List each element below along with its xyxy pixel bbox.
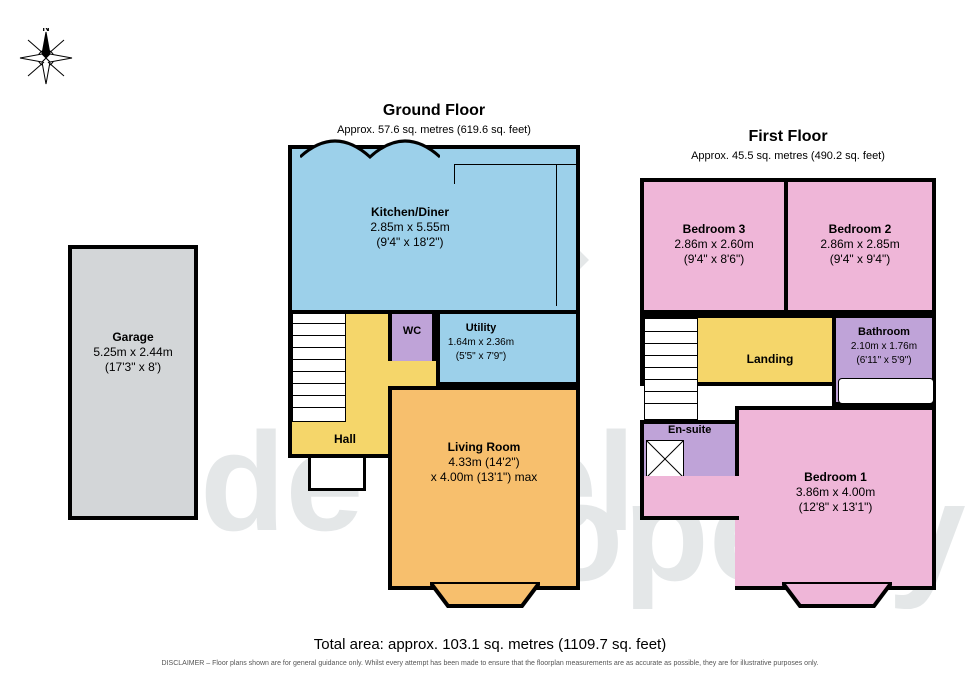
shower-icon [646,440,684,478]
living-bay [430,582,540,612]
disclaimer: DISCLAIMER – Floor plans shown are for g… [0,660,980,667]
kitchen-counter [454,164,576,165]
bathtub-icon [838,378,934,404]
stairs-first [644,318,698,420]
room-kitchen [288,145,580,310]
header-first: First Floor Approx. 45.5 sq. metres (490… [640,128,936,164]
kitchen-counter-right [556,164,557,306]
room-bed2 [784,178,936,314]
room-bed1-nook [640,476,739,520]
room-bed3 [640,178,788,314]
compass-n: N [42,28,49,34]
wall-ff-mid [640,314,936,318]
room-utility [436,310,526,386]
room-garage [68,245,198,520]
header-ground: Ground Floor Approx. 57.6 sq. metres (61… [288,102,580,138]
compass: N [16,28,76,93]
floorplan-canvas: N de Mel Property Ground Floor Approx. 5… [0,0,980,690]
bed1-wall-stub [735,406,739,476]
kitchen-counter-left [454,164,455,184]
front-step [308,458,366,491]
wall-gf-mid [288,310,580,314]
room-bed1 [735,406,936,590]
wall-bed2-bed3 [784,178,788,314]
room-utility-nook [522,310,580,386]
room-wc [388,310,436,365]
bed1-bay [782,582,892,612]
total-area: Total area: approx. 103.1 sq. metres (11… [0,636,980,653]
room-living [388,386,580,590]
kitchen-bifold [300,135,440,163]
stairs-ground [292,310,346,422]
